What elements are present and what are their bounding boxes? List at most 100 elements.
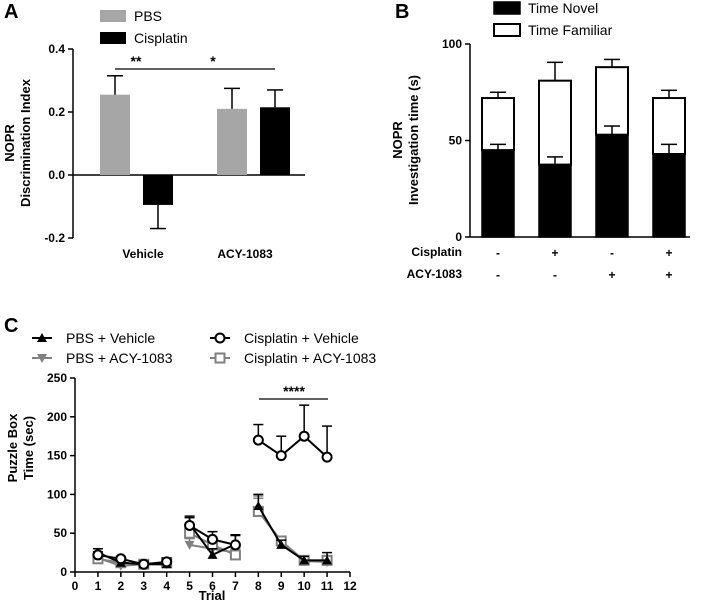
c-legend-marker-cisplatin-vehicle [214,332,226,344]
c-point-cisplatin-vehicle-3 [138,558,150,570]
b-legend-novel-label: Time Novel [528,0,598,16]
c-xtick-label: 2 [117,579,124,593]
c-line-cisplatin-vehicle-seg2 [257,434,328,458]
c-xtick-label: 0 [72,579,79,593]
b-sign-cisplatin-2: - [610,246,614,260]
a-legend-cisplatin-label: Cisplatin [134,30,188,46]
a-ytick-label: 0.0 [48,168,65,182]
panel-a-chart: NOPR Discrimination Index 0.40.20.0-0.2 … [2,8,305,261]
b-bar-familiar-0 [481,97,515,152]
a-legend-cisplatin-swatch [100,32,126,44]
c-xtick-label: 6 [209,579,216,593]
b-bar-familiar-1 [538,79,572,166]
b-ytick-label: 0 [455,230,462,244]
a-ylabel-line1: NOPR [2,124,17,162]
b-ytick-label: 50 [449,134,463,148]
a-bar-pbs-1 [217,108,247,175]
c-point-pbs-vehicle-10 [299,555,310,565]
c-xtick-label: 9 [278,579,285,593]
c-ytick-label: 50 [54,526,68,540]
c-xtick-label: 8 [255,579,262,593]
c-xtick-label: 4 [163,579,170,593]
c-ytick-label: 250 [47,371,67,385]
a-category-vehicle: Vehicle [122,247,164,261]
b-row-label-cisplatin: Cisplatin [411,245,462,259]
c-xtick-label: 12 [343,579,357,593]
a-ytick-label: -0.2 [44,231,65,245]
c-point-pbs-vehicle-8 [253,501,264,511]
c-point-cisplatin-vehicle-8 [252,434,264,446]
panel-b-letter: B [395,1,409,23]
c-xtick-label: 5 [186,579,193,593]
c-legend-marker-pbs-vehicle [37,333,47,342]
a-sig-label-1: ** [131,53,142,69]
c-point-cisplatin-vehicle-10 [298,430,310,442]
b-bar-novel-2 [595,133,629,238]
b-legend-familiar-label: Time Familiar [528,22,613,38]
a-legend-pbs-label: PBS [134,8,162,24]
c-point-cisplatin-vehicle-1 [92,549,104,561]
panel-b-chart: NOPR Investigation time (s) 100 50 0 Cispl… [390,0,690,282]
panel-c-letter: C [4,315,18,337]
b-sign-cisplatin-0: - [496,246,500,260]
a-ytick-label: 0.4 [48,42,65,56]
b-ylabel-line1: NOPR [390,121,405,159]
a-bar-pbs-0 [100,94,130,175]
a-ytick-label: 0.2 [48,105,65,119]
a-bar-cisplatin-1 [260,107,290,175]
c-ytick-label: 100 [47,487,67,501]
c-ylabel-line2: Time (sec) [21,416,36,480]
c-point-cisplatin-vehicle-2 [115,553,127,565]
c-point-cisplatin-vehicle-9 [275,450,287,462]
b-row-label-acy1083: ACY-1083 [407,267,463,281]
c-xlabel: Trial [199,588,226,602]
c-legend-marker-cisplatin-acy-1083 [214,352,226,364]
panel-c-chart: Puzzle Box Time (sec) Trial 250200150100… [5,330,376,602]
b-sign-acy-2: + [608,268,615,282]
b-bar-novel-3 [652,153,686,238]
c-point-pbs-vehicle-6 [207,549,218,559]
c-point-pbs-vehicle-11 [322,555,333,565]
c-point-cisplatin-vehicle-6 [207,533,218,545]
b-ylabel-line2: Investigation time (s) [406,75,421,205]
c-xtick-label: 11 [321,579,334,593]
c-xtick-label: 7 [232,579,239,593]
b-ytick-label: 100 [442,37,462,51]
b-sign-acy-1: - [553,268,557,282]
b-sign-acy-3: + [665,268,672,282]
c-xtick-label: 1 [95,579,102,593]
c-legend-label-cis-acy: Cisplatin + ACY-1083 [244,350,376,366]
c-point-cisplatin-vehicle-4 [161,556,173,568]
b-legend-familiar-swatch [493,23,521,37]
a-category-acy1083: ACY-1083 [217,247,273,261]
a-bar-cisplatin-0 [143,175,173,205]
b-bar-familiar-2 [595,66,629,136]
c-legend-label-cis-vehicle: Cisplatin + Vehicle [244,330,359,346]
c-point-cisplatin-vehicle-7 [229,539,241,551]
a-sig-label-2: * [210,53,216,69]
c-line-cisplatin-vehicle-seg0 [97,553,167,566]
c-xtick-label: 10 [297,579,311,593]
b-legend-novel-swatch [493,1,521,15]
c-line-pbs-acy-1083-seg2 [257,509,328,563]
a-ylabel-line2: Discrimination Index [18,78,33,207]
c-sig-label: **** [283,383,305,399]
a-legend-pbs-swatch [100,10,126,22]
b-sign-cisplatin-3: + [665,246,672,260]
c-legend-label-pbs-vehicle: PBS + Vehicle [66,330,155,346]
c-xtick-label: 3 [140,579,147,593]
panel-a-letter: A [4,1,18,23]
c-point-cisplatin-vehicle-11 [321,451,333,463]
b-bar-novel-0 [481,149,515,238]
b-bar-novel-1 [538,163,572,238]
c-ytick-label: 0 [60,565,67,579]
b-sign-acy-0: - [496,268,500,282]
c-ytick-label: 150 [47,449,67,463]
c-point-pbs-acy-1083-5 [184,540,195,550]
c-ylabel-line1: Puzzle Box [5,413,20,482]
c-point-pbs-vehicle-9 [276,539,287,549]
c-legend-label-pbs-acy: PBS + ACY-1083 [66,350,173,366]
c-point-cisplatin-vehicle-5 [184,519,196,531]
c-point-cisplatin-acy-1083-7 [229,549,241,561]
